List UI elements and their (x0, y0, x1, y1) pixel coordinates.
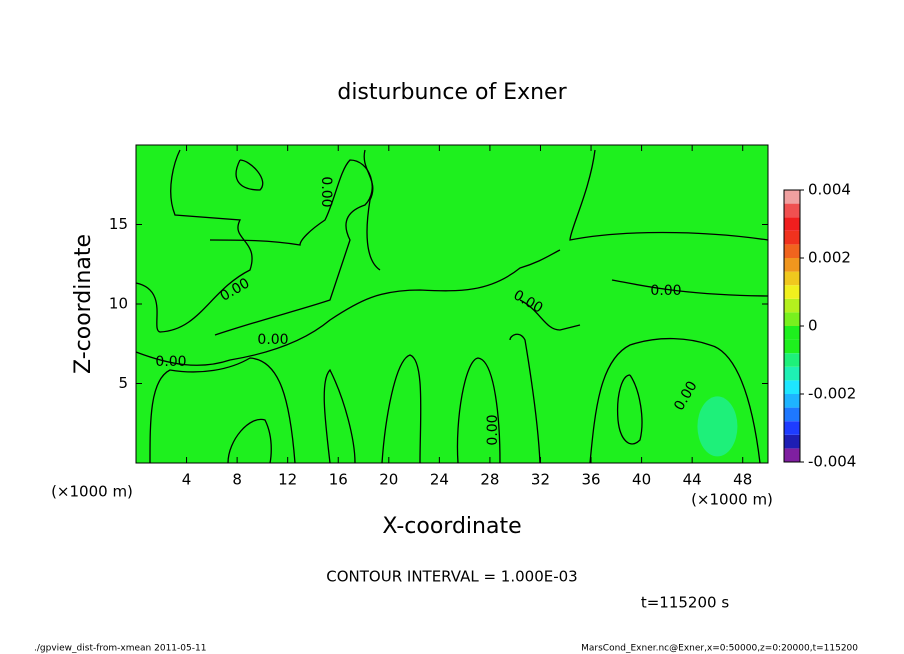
chart-title: disturbunce of Exner (337, 80, 567, 105)
contour-label: 0.00 (485, 414, 501, 445)
colorbar-segment (784, 394, 800, 408)
colorbar-segment (784, 448, 800, 462)
colorbar-segment (784, 434, 800, 449)
colorbar-segment (784, 339, 800, 354)
colorbar-segment (784, 366, 800, 381)
contour-line (589, 337, 761, 464)
negative-patch (697, 396, 738, 457)
x-tick-label: 8 (232, 471, 242, 489)
colorbar-tick-label: -0.002 (808, 385, 856, 403)
colorbar-segment (784, 285, 800, 299)
x-axis-label: X-coordinate (382, 514, 521, 539)
contour-line (209, 159, 373, 336)
x-tick-label: 48 (733, 471, 752, 489)
colorbar-segment (784, 380, 800, 394)
x-unit: (×1000 m) (691, 491, 773, 509)
colorbar-segment (784, 326, 800, 340)
contour-label: 0.00 (155, 354, 186, 370)
contour-line (569, 149, 769, 241)
contour-line (323, 368, 356, 464)
y-unit: (×1000 m) (51, 483, 133, 501)
x-tick-label: 12 (278, 471, 297, 489)
contour-line (135, 149, 253, 333)
colorbar-segment (784, 421, 800, 435)
contour-line (509, 333, 541, 464)
y-axis-label: Z-coordinate (71, 234, 96, 374)
colorbar-segment (784, 230, 800, 245)
contours (135, 149, 769, 464)
y-tick-label: 5 (118, 374, 128, 392)
time-label: t=115200 s (641, 594, 729, 612)
x-tick-label: 40 (632, 471, 651, 489)
colorbar-segment (784, 217, 800, 231)
colorbar-tick-label: 0 (808, 317, 818, 335)
contour-label: 0.00 (650, 283, 681, 299)
colorbar-segment (784, 258, 800, 272)
y-tick-label: 10 (109, 295, 128, 313)
colorbar-tick-label: 0.004 (808, 181, 851, 199)
colorbar-segment (784, 312, 800, 326)
x-tick-label: 4 (182, 471, 192, 489)
contour-line (519, 279, 769, 331)
contour-line (227, 418, 272, 464)
x-tick-label: 16 (329, 471, 348, 489)
x-tick-label: 32 (531, 471, 550, 489)
y-tick-label: 15 (109, 215, 128, 233)
colorbar-segment (784, 271, 800, 286)
x-tick-label: 44 (683, 471, 702, 489)
contour-line (149, 357, 296, 464)
colorbar-segment (784, 353, 800, 367)
contour-line (381, 354, 422, 464)
contour-line (616, 374, 643, 445)
field (136, 145, 768, 463)
footer-right: MarsCond_Exner.nc@Exner,x=0:50000,z=0:20… (581, 644, 858, 654)
footer-left: ./gpview_dist-from-xmean 2011-05-11 (34, 644, 206, 654)
colorbar-segment (784, 298, 800, 313)
x-tick-label: 28 (480, 471, 499, 489)
contour-line (363, 149, 381, 271)
contour-label: 0.00 (318, 176, 334, 207)
colorbar-tick-label: -0.004 (808, 453, 856, 471)
contour-line (135, 249, 561, 366)
contour-label: 0.00 (257, 332, 288, 348)
colorbar-segment (784, 244, 800, 258)
colorbar-segment (784, 190, 800, 204)
colorbar-tick-label: 0.002 (808, 249, 851, 267)
x-tick-label: 36 (581, 471, 600, 489)
contour-line (235, 159, 264, 191)
contour-interval: CONTOUR INTERVAL = 1.000E-03 (326, 568, 577, 586)
colorbar-segment (784, 203, 800, 218)
colorbar-segment (784, 407, 800, 422)
contour-line (456, 357, 501, 464)
x-tick-label: 20 (379, 471, 398, 489)
x-tick-label: 24 (430, 471, 449, 489)
